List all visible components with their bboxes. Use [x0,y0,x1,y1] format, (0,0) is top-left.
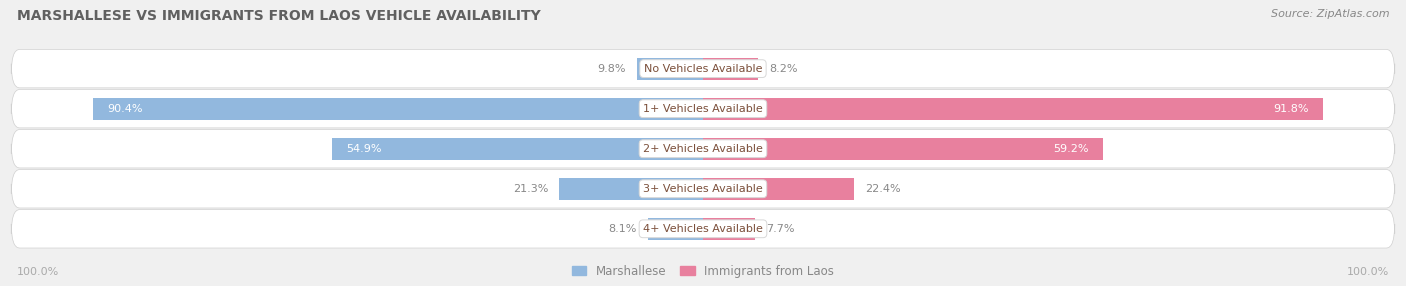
Text: 9.8%: 9.8% [598,64,626,74]
Text: 54.9%: 54.9% [346,144,382,154]
FancyBboxPatch shape [11,210,1395,248]
Text: 21.3%: 21.3% [513,184,548,194]
Text: 7.7%: 7.7% [766,224,794,234]
Text: 8.2%: 8.2% [769,64,799,74]
Text: 59.2%: 59.2% [1053,144,1088,154]
Text: MARSHALLESE VS IMMIGRANTS FROM LAOS VEHICLE AVAILABILITY: MARSHALLESE VS IMMIGRANTS FROM LAOS VEHI… [17,9,541,23]
Bar [332,138,703,160]
Text: Source: ZipAtlas.com: Source: ZipAtlas.com [1271,9,1389,19]
FancyBboxPatch shape [11,170,1395,208]
Bar [637,58,703,80]
Text: 3+ Vehicles Available: 3+ Vehicles Available [643,184,763,194]
Text: 100.0%: 100.0% [1347,267,1389,277]
Bar [703,58,758,80]
Bar [703,178,855,200]
Text: 4+ Vehicles Available: 4+ Vehicles Available [643,224,763,234]
Text: 100.0%: 100.0% [17,267,59,277]
Text: 2+ Vehicles Available: 2+ Vehicles Available [643,144,763,154]
Text: 90.4%: 90.4% [107,104,142,114]
FancyBboxPatch shape [11,49,1395,88]
Bar [703,98,1323,120]
Text: 91.8%: 91.8% [1272,104,1309,114]
Text: No Vehicles Available: No Vehicles Available [644,64,762,74]
Bar [703,218,755,240]
Text: 22.4%: 22.4% [866,184,901,194]
Bar [560,178,703,200]
FancyBboxPatch shape [11,130,1395,168]
Bar [93,98,703,120]
Bar [648,218,703,240]
Legend: Marshallese, Immigrants from Laos: Marshallese, Immigrants from Laos [569,262,837,280]
Text: 1+ Vehicles Available: 1+ Vehicles Available [643,104,763,114]
FancyBboxPatch shape [11,90,1395,128]
Text: 8.1%: 8.1% [609,224,637,234]
Bar [703,138,1102,160]
